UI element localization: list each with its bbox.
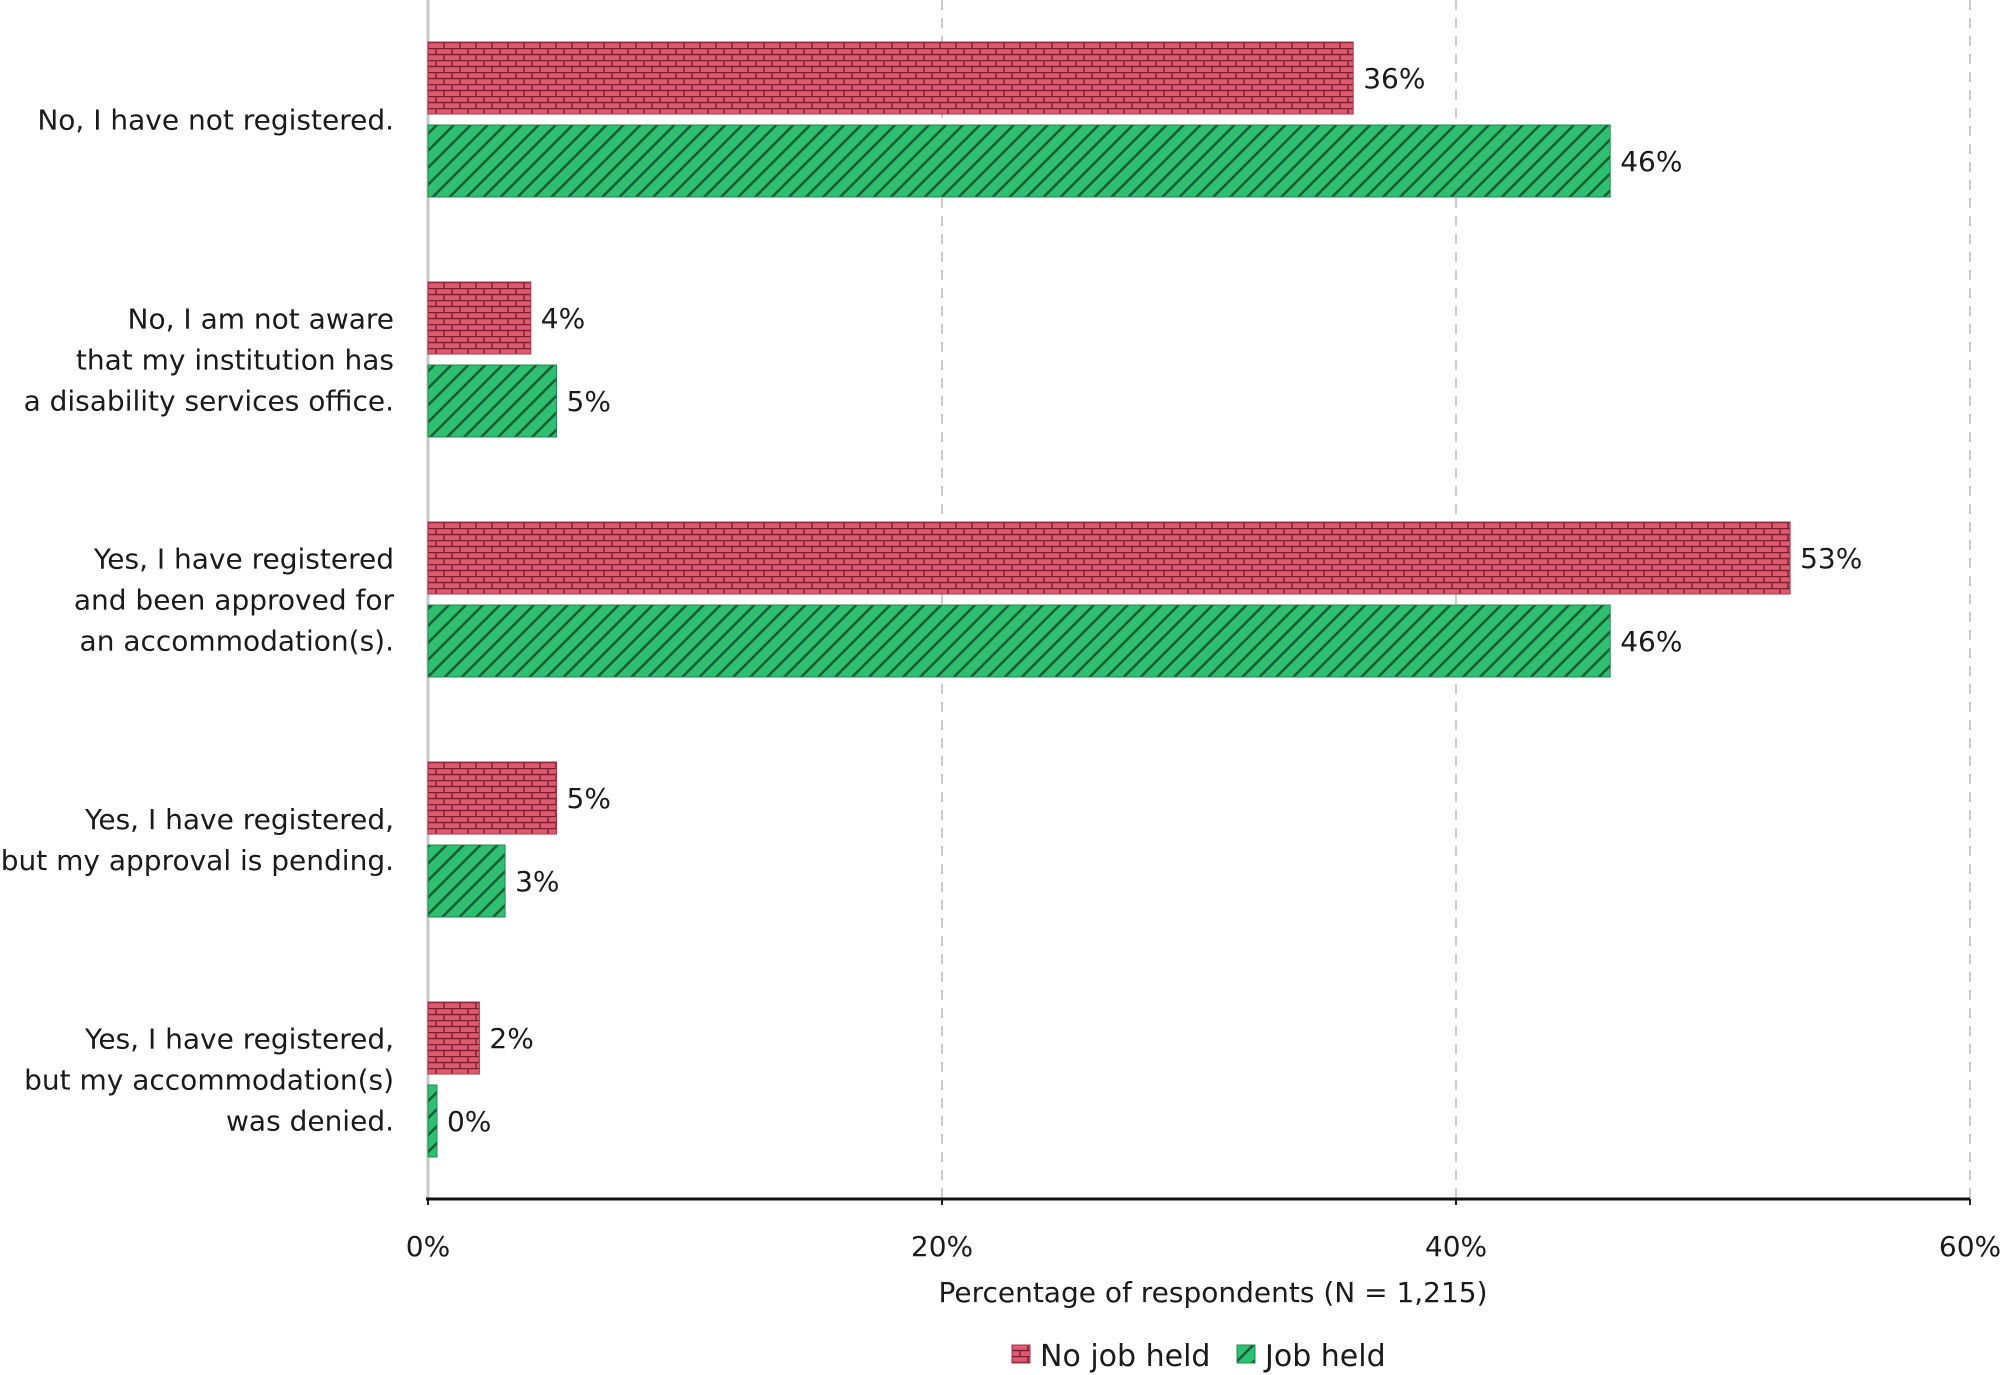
category-label: Yes, I have registered, but my accommodat… — [24, 1023, 394, 1138]
bar-no-job-held — [427, 281, 532, 355]
bar-job-held — [427, 844, 506, 918]
legend-label-job-held: Job held — [1263, 1339, 1386, 1374]
category-label-line: was denied. — [226, 1105, 394, 1138]
legend-swatch-no-job-held — [1011, 1344, 1031, 1364]
category-label-line: No, I have not registered. — [37, 104, 394, 137]
data-label: 3% — [515, 865, 559, 898]
data-label: 53% — [1800, 542, 1862, 575]
x-tick-label: 60% — [1939, 1230, 2000, 1263]
bar-job-held — [427, 1084, 438, 1158]
data-label: 46% — [1620, 145, 1682, 178]
category-label-line: but my approval is pending. — [1, 844, 394, 877]
bar-no-job-held — [427, 41, 1354, 115]
bar-job-held — [427, 364, 557, 438]
axes: 0% 20% 40% 60% — [406, 1197, 2000, 1263]
bars — [427, 41, 1791, 1158]
data-label: 0% — [447, 1105, 491, 1138]
category-label-line: an accommodation(s). — [80, 625, 394, 658]
x-axis-title: Percentage of respondents (N = 1,215) — [938, 1276, 1487, 1309]
category-label-line: No, I am not aware — [128, 303, 394, 336]
category-label: Yes, I have registered, but my approval i… — [1, 803, 394, 877]
category-label-line: but my accommodation(s) — [24, 1064, 394, 1097]
data-label: 4% — [541, 302, 585, 335]
data-label: 36% — [1363, 62, 1425, 95]
category-label-line: Yes, I have registered, — [84, 803, 394, 836]
bar-no-job-held — [427, 521, 1791, 595]
grid-lines — [426, 0, 1971, 1199]
bar-job-held — [427, 124, 1611, 198]
legend-swatch-job-held — [1236, 1344, 1256, 1364]
category-label-line: and been approved for — [74, 584, 395, 617]
category-labels: No, I have not registered. No, I am not a… — [1, 104, 395, 1138]
category-label: No, I am not aware that my institution ha… — [24, 303, 394, 418]
category-label-line: that my institution has — [76, 344, 394, 377]
bar-no-job-held — [427, 1001, 480, 1075]
data-label: 5% — [567, 385, 611, 418]
bar-job-held — [427, 604, 1611, 678]
x-tick-label: 0% — [406, 1230, 450, 1263]
category-label-line: Yes, I have registered, — [84, 1023, 394, 1056]
category-label: No, I have not registered. — [37, 104, 394, 137]
category-label-line: a disability services office. — [24, 385, 394, 418]
data-label: 46% — [1620, 625, 1682, 658]
x-tick-label: 20% — [911, 1230, 973, 1263]
x-tick-label: 40% — [1425, 1230, 1487, 1263]
legend: No job held Job held — [1011, 1339, 1386, 1374]
data-label: 5% — [567, 782, 611, 815]
category-label-line: Yes, I have registered — [93, 543, 394, 576]
category-label: Yes, I have registered and been approved … — [74, 543, 395, 658]
legend-label-no-job-held: No job held — [1040, 1339, 1210, 1374]
data-label: 2% — [489, 1022, 533, 1055]
data-labels: 36% 46% 4% 5% 53% 46% 5% 3% 2% 0% — [447, 62, 1862, 1138]
bar-no-job-held — [427, 761, 557, 835]
